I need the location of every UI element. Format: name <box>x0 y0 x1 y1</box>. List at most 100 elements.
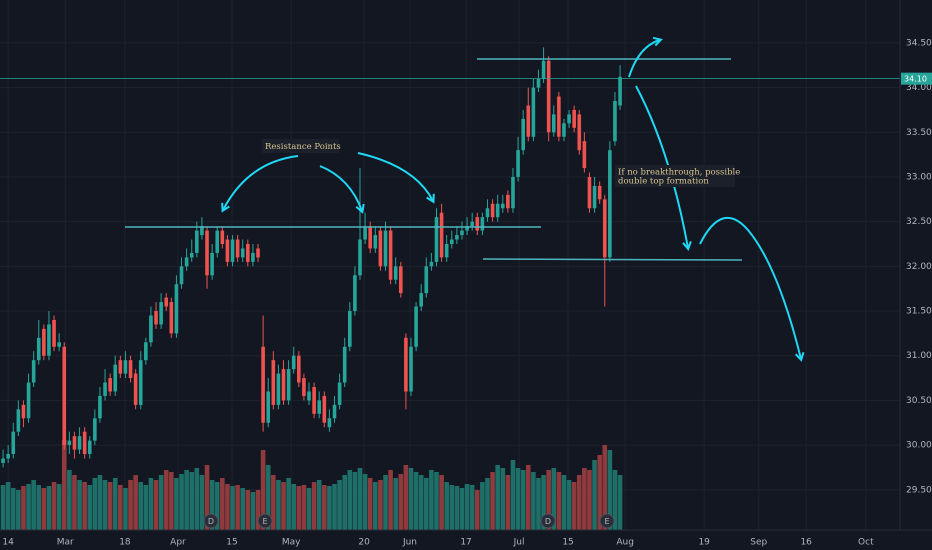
volume-bar <box>276 480 281 530</box>
candle-body <box>322 395 327 423</box>
volume-bar <box>566 480 572 530</box>
volume-bar <box>327 486 332 530</box>
candle-body <box>174 284 179 334</box>
candle-body <box>358 239 362 276</box>
arrow <box>628 36 663 78</box>
volume-bar <box>174 478 179 530</box>
volume-bar <box>41 488 47 530</box>
candle-body <box>337 382 342 405</box>
candle-body <box>455 235 459 240</box>
candle-body <box>159 302 163 325</box>
candle-body <box>485 208 490 218</box>
volume-bar <box>133 475 138 530</box>
event-marker[interactable] <box>599 513 615 529</box>
volume-bar <box>5 482 11 530</box>
y-tick-label: 34.50 <box>906 38 932 48</box>
candle-body <box>557 96 561 137</box>
candle-body <box>470 221 474 227</box>
y-tick-label: 30.50 <box>906 396 932 406</box>
volume-bar <box>393 478 398 530</box>
support-line <box>482 258 743 261</box>
volume-bar <box>311 482 317 530</box>
volume-bar <box>209 480 215 530</box>
volume-bar <box>271 475 276 530</box>
candle-body <box>363 226 367 240</box>
candle-body <box>57 342 61 347</box>
volume-bar <box>510 460 516 530</box>
event-marker[interactable] <box>257 513 273 529</box>
candle-body <box>500 203 505 209</box>
volume-bar <box>464 484 470 530</box>
volume-bar <box>118 485 123 530</box>
volume-bar <box>291 484 297 530</box>
candle-body <box>495 203 500 218</box>
volume-bar <box>592 460 597 530</box>
candle-body <box>572 109 576 128</box>
volume-bar <box>82 482 87 530</box>
volume-bar <box>10 488 16 530</box>
event-marker[interactable] <box>540 513 556 529</box>
volume-bar <box>449 485 455 530</box>
volume-bar <box>546 470 551 530</box>
candle-body <box>87 440 92 455</box>
candle-body <box>184 257 189 267</box>
candle-body <box>169 302 174 334</box>
volume-bar <box>480 482 485 530</box>
candle-body <box>108 378 112 392</box>
volume-bar <box>454 486 460 530</box>
event-marker[interactable] <box>203 513 219 529</box>
candle-body <box>276 373 281 405</box>
candle-body <box>307 391 311 401</box>
candle-body <box>281 369 286 401</box>
candle-body <box>26 382 31 419</box>
volume-bar <box>474 490 480 530</box>
volume-bar <box>112 478 118 530</box>
candle-body <box>179 266 184 285</box>
volume-bar <box>495 465 500 530</box>
candle-body <box>562 123 566 137</box>
x-tick-label: 14 <box>2 538 14 548</box>
candle-body <box>398 266 403 294</box>
candle-body <box>251 252 255 262</box>
volume-bar <box>245 490 251 530</box>
volume-bar <box>26 484 31 530</box>
volume-bar <box>602 445 608 530</box>
annotation: If no breakthrough, possible <box>618 168 740 178</box>
drawings: Resistance Points If no breakthrough, po… <box>125 36 805 362</box>
candle-body <box>409 346 413 392</box>
volume-bar <box>429 470 434 530</box>
candle-body <box>123 360 128 374</box>
candle-body <box>297 355 301 383</box>
candle-body <box>587 176 592 209</box>
annotation-box <box>615 165 735 187</box>
x-tick-label: 20 <box>358 538 370 548</box>
candle-body <box>149 315 153 343</box>
volume-bar <box>199 475 205 530</box>
candle-body <box>215 230 220 253</box>
candle-body <box>353 275 357 312</box>
volume-bar <box>153 480 159 530</box>
x-tick-label: May <box>282 538 301 548</box>
y-tick-label: 31.00 <box>906 351 932 361</box>
x-tick-label: Aug <box>616 538 634 548</box>
candle-body <box>6 454 10 459</box>
candle-body <box>577 114 582 151</box>
candle-body <box>31 360 36 383</box>
candle-body <box>378 230 383 267</box>
x-tick-label: 18 <box>119 538 131 548</box>
event-label: D <box>545 517 551 526</box>
candle-body <box>327 418 332 428</box>
candle-body <box>210 252 214 276</box>
volume-bar <box>169 472 174 530</box>
volume-bar <box>352 472 358 530</box>
volume-bar <box>158 475 164 530</box>
volume-bar <box>439 475 444 530</box>
volume-bar <box>515 468 521 530</box>
candle-body <box>317 400 322 414</box>
volume-bar <box>16 490 21 530</box>
candle-body <box>332 404 337 419</box>
y-tick-label: 31.50 <box>906 307 932 317</box>
volume-bar <box>485 478 490 530</box>
y-tick-label: 30.00 <box>906 441 932 451</box>
volume-bar <box>21 486 26 530</box>
